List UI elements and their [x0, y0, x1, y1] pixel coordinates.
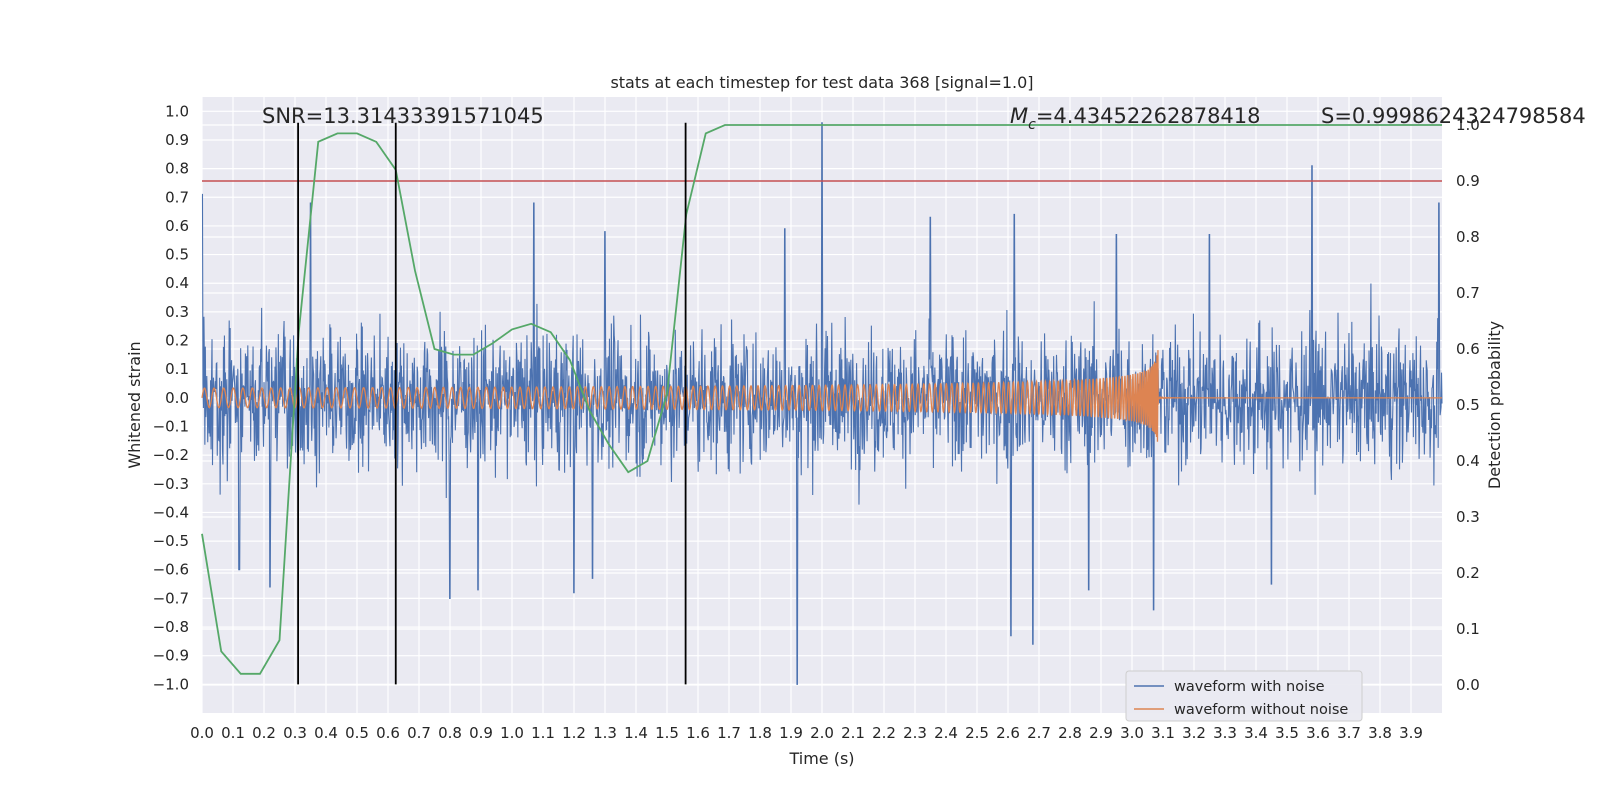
x-tick-label: 0.6	[376, 724, 400, 742]
x-tick-label: 3.9	[1399, 724, 1423, 742]
y-left-tick-label: 0.7	[165, 188, 189, 206]
x-tick-label: 0.9	[469, 724, 493, 742]
x-tick-label: 2.0	[810, 724, 834, 742]
legend-box	[1125, 670, 1363, 722]
y-right-tick-label: 0.8	[1456, 228, 1480, 246]
x-axis-label: Time (s)	[788, 749, 854, 768]
x-tick-label: 0.1	[221, 724, 245, 742]
x-tick-label: 0.7	[407, 724, 431, 742]
x-tick-label: 2.4	[934, 724, 958, 742]
x-tick-label: 0.8	[438, 724, 462, 742]
x-tick-labels: 0.0 0.1 0.2 0.3 0.4 0.5 0.6 0.7 0.8 0.9 1.0 1.1 1.2 1…	[190, 724, 1423, 742]
y-left-tick-labels: 1.0 0.9 0.8 0.7 0.6 0.5 0.4 0.3 0.2 0.1 0.0 −0.1 −0.…	[153, 102, 189, 693]
y-right-tick-labels: 1.0 0.9 0.8 0.7 0.6 0.5 0.4 0.3 0.2 0.1 0.0	[1456, 116, 1480, 694]
x-tick-label: 3.5	[1275, 724, 1299, 742]
x-tick-label: 2.8	[1058, 724, 1082, 742]
s-annotation: S=0.9998624324798584	[1321, 104, 1586, 128]
legend: waveform with noise waveform without noi…	[1125, 670, 1363, 722]
series-line-noise	[201, 122, 1443, 685]
series-line-probability	[201, 124, 1442, 675]
y-left-tick-label: 0.9	[165, 131, 189, 149]
y-left-tick-label: −0.2	[153, 446, 189, 464]
x-tick-label: 1.4	[624, 724, 648, 742]
x-tick-label: 3.4	[1244, 724, 1268, 742]
x-tick-label: 0.0	[190, 724, 214, 742]
chirp-mass-annotation: Mc=4.43452262878418	[1010, 104, 1261, 133]
y-left-tick-label: −0.3	[153, 475, 189, 493]
y-left-tick-label: 1.0	[165, 102, 189, 120]
x-tick-label: 1.1	[531, 724, 555, 742]
y-left-tick-label: 0.3	[165, 303, 189, 321]
chart-title: stats at each timestep for test data 368…	[610, 73, 1033, 92]
y-right-tick-label: 0.6	[1456, 340, 1480, 358]
y-axis-label-left: Whitened strain	[125, 341, 144, 468]
y-left-tick-label: 0.1	[165, 360, 189, 378]
x-tick-label: 1.7	[717, 724, 741, 742]
chirp-mass-value: =4.43452262878418	[1036, 104, 1261, 128]
y-right-tick-label: 0.0	[1456, 676, 1480, 694]
snr-annotation: SNR=13.31433391571045	[262, 104, 544, 128]
x-tick-label: 1.8	[748, 724, 772, 742]
x-tick-label: 3.2	[1182, 724, 1206, 742]
x-tick-label: 2.2	[872, 724, 896, 742]
y-right-tick-label: 0.2	[1456, 564, 1480, 582]
y-left-tick-label: 0.0	[165, 389, 189, 407]
legend-label-noise: waveform with noise	[1174, 679, 1325, 695]
y-left-tick-label: −0.6	[153, 561, 189, 579]
legend-label-clean: waveform without noise	[1174, 702, 1348, 718]
x-tick-label: 3.1	[1151, 724, 1175, 742]
y-right-tick-label: 0.1	[1456, 620, 1480, 638]
x-tick-label: 1.0	[500, 724, 524, 742]
x-tick-label: 1.9	[779, 724, 803, 742]
x-tick-label: 2.6	[996, 724, 1020, 742]
y-right-tick-label: 0.3	[1456, 508, 1480, 526]
x-tick-label: 2.9	[1089, 724, 1113, 742]
y-right-tick-label: 0.4	[1456, 452, 1480, 470]
x-tick-label: 3.0	[1120, 724, 1144, 742]
y-right-tick-label: 0.5	[1456, 396, 1480, 414]
y-left-tick-label: −0.8	[153, 618, 189, 636]
x-tick-label: 0.2	[252, 724, 276, 742]
x-tick-label: 0.3	[283, 724, 307, 742]
x-tick-label: 1.5	[655, 724, 679, 742]
y-left-tick-label: −0.4	[153, 503, 189, 521]
x-tick-label: 1.3	[593, 724, 617, 742]
x-tick-label: 0.5	[345, 724, 369, 742]
y-left-tick-label: 0.6	[165, 217, 189, 235]
x-tick-label: 2.1	[841, 724, 865, 742]
y-left-tick-label: −0.9	[153, 647, 189, 665]
y-left-tick-label: 0.5	[165, 246, 189, 264]
x-tick-label: 2.3	[903, 724, 927, 742]
y-left-tick-label: 0.8	[165, 160, 189, 178]
y-left-tick-label: −0.5	[153, 532, 189, 550]
y-left-tick-label: 0.2	[165, 332, 189, 350]
chirp-mass-symbol: M	[1010, 104, 1028, 128]
x-tick-label: 3.8	[1368, 724, 1392, 742]
y-left-tick-label: −0.7	[153, 589, 189, 607]
y-right-tick-label: 1.0	[1456, 116, 1480, 134]
y-axis-label-right: Detection probability	[1485, 321, 1504, 489]
chirp-mass-subscript: c	[1028, 117, 1036, 133]
x-tick-label: 1.6	[686, 724, 710, 742]
x-tick-label: 3.7	[1337, 724, 1361, 742]
y-left-tick-label: −1.0	[153, 675, 189, 693]
x-tick-label: 2.5	[965, 724, 989, 742]
series-line-clean	[201, 350, 1442, 442]
x-tick-label: 3.6	[1306, 724, 1330, 742]
y-left-tick-label: −0.1	[153, 417, 189, 435]
y-right-tick-label: 0.9	[1456, 172, 1480, 190]
plot-lines	[201, 122, 1443, 685]
x-tick-label: 3.3	[1213, 724, 1237, 742]
y-right-tick-label: 0.7	[1456, 284, 1480, 302]
x-tick-label: 0.4	[314, 724, 338, 742]
x-tick-label: 2.7	[1027, 724, 1051, 742]
x-tick-label: 1.2	[562, 724, 586, 742]
y-left-tick-label: 0.4	[165, 274, 189, 292]
